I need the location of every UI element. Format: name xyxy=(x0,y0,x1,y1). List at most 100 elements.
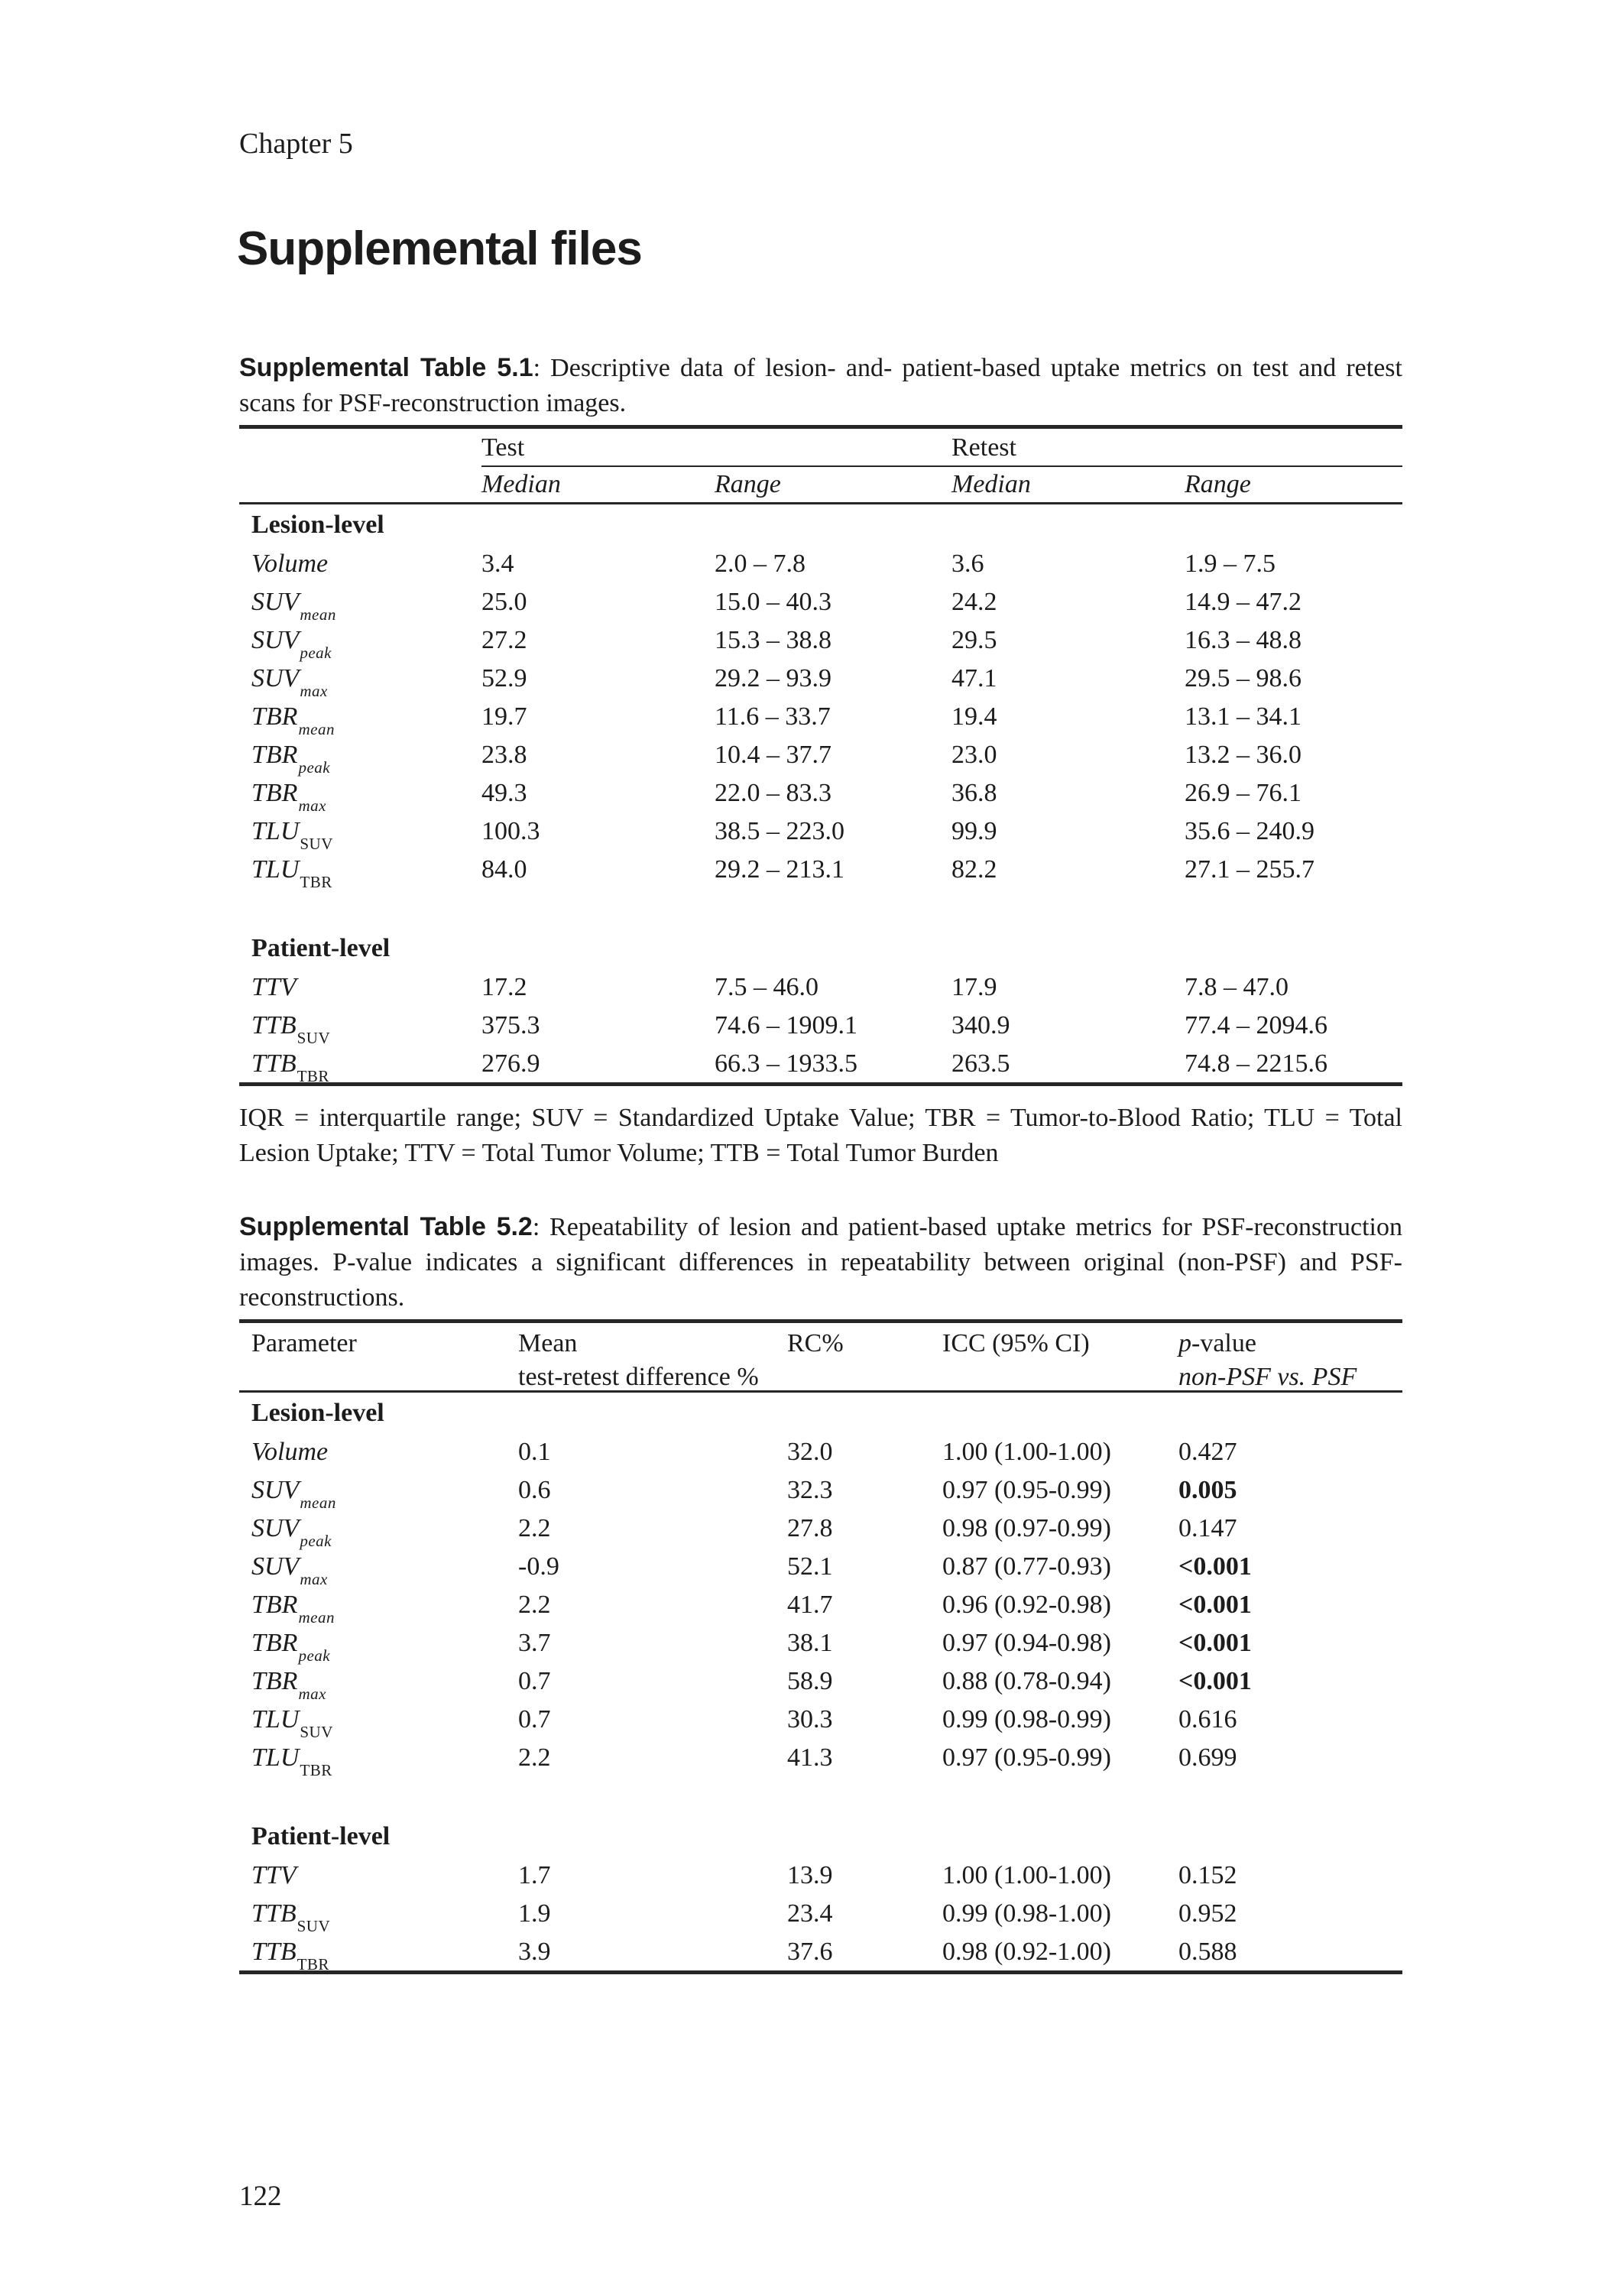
cell-value: 25.0 xyxy=(481,588,527,616)
rule-under-header xyxy=(239,502,1402,504)
row-label: TBRpeak xyxy=(251,1629,331,1665)
cell-value: 52.9 xyxy=(481,664,527,692)
cell-value: 0.97 (0.95-0.99) xyxy=(942,1476,1111,1504)
col-header: Median xyxy=(481,470,561,498)
row-label: SUVpeak xyxy=(251,626,332,662)
cell-value: 36.8 xyxy=(951,779,997,807)
rule-under-groups xyxy=(481,465,1402,467)
col-group-test: Test xyxy=(481,433,525,462)
cell-value: 49.3 xyxy=(481,779,527,807)
row-label: TLUTBR xyxy=(251,1743,332,1779)
rule-under-header xyxy=(239,1390,1402,1393)
cell-value: 2.2 xyxy=(518,1514,551,1542)
cell-value: 0.99 (0.98-1.00) xyxy=(942,1899,1111,1928)
cell-value: 13.1 – 34.1 xyxy=(1185,702,1301,731)
cell-value: 1.7 xyxy=(518,1861,551,1889)
cell-value: 32.3 xyxy=(787,1476,833,1504)
cell-value: 1.9 xyxy=(518,1899,551,1928)
cell-value: 29.2 – 93.9 xyxy=(715,664,831,692)
cell-value: 3.4 xyxy=(481,550,514,578)
blank-cell xyxy=(239,429,481,465)
cell-value: 15.0 – 40.3 xyxy=(715,588,831,616)
row-label: SUVmax xyxy=(251,1552,328,1588)
cell-value: 30.3 xyxy=(787,1705,833,1734)
row-label: Volume xyxy=(251,550,329,578)
table1-caption: Supplemental Table 5.1: Descriptive data… xyxy=(239,350,1402,421)
cell-value: 24.2 xyxy=(951,588,997,616)
cell-value: 0.1 xyxy=(518,1438,551,1466)
cell-value: 2.2 xyxy=(518,1743,551,1772)
rule-top xyxy=(239,1319,1402,1323)
row-label: TLUSUV xyxy=(251,817,333,853)
row-label: TBRmean xyxy=(251,1591,335,1627)
cell-value: 17.2 xyxy=(481,973,527,1001)
cell-value: 340.9 xyxy=(951,1011,1010,1039)
cell-value: 1.00 (1.00-1.00) xyxy=(942,1438,1111,1466)
cell-value: 1.00 (1.00-1.00) xyxy=(942,1861,1111,1889)
cell-value: 47.1 xyxy=(951,664,997,692)
cell-value: 99.9 xyxy=(951,817,997,845)
row-label: TTBTBR xyxy=(251,1938,329,1974)
cell-value: 375.3 xyxy=(481,1011,540,1039)
cell-value: 27.2 xyxy=(481,626,527,654)
cell-value: 41.3 xyxy=(787,1743,833,1772)
cell-value: 27.1 – 255.7 xyxy=(1185,855,1314,884)
cell-value: 1.9 – 7.5 xyxy=(1185,550,1276,578)
cell-value: 29.5 xyxy=(951,626,997,654)
cell-value: 35.6 – 240.9 xyxy=(1185,817,1314,845)
cell-value: 23.0 xyxy=(951,741,997,769)
row-label: TBRpeak xyxy=(251,741,331,777)
cell-value: 74.8 – 2215.6 xyxy=(1185,1049,1327,1078)
cell-value: 0.6 xyxy=(518,1476,551,1504)
col-header-mean: Mean test-retest difference % xyxy=(518,1329,759,1391)
chapter-header: Chapter 5 xyxy=(239,128,353,160)
col-header-parameter: Parameter xyxy=(251,1329,357,1357)
row-label: SUVmean xyxy=(251,588,336,624)
cell-value: 0.7 xyxy=(518,1705,551,1734)
row-label: Volume xyxy=(251,1438,329,1466)
cell-value: 27.8 xyxy=(787,1514,833,1542)
page-number: 122 xyxy=(239,2181,282,2212)
cell-value: 19.7 xyxy=(481,702,527,731)
cell-value: 52.1 xyxy=(787,1552,833,1581)
cell-value: 100.3 xyxy=(481,817,540,845)
cell-value: 84.0 xyxy=(481,855,527,884)
cell-value: 0.152 xyxy=(1178,1861,1237,1889)
cell-value: 0.588 xyxy=(1178,1938,1237,1966)
cell-value: 0.98 (0.92-1.00) xyxy=(942,1938,1111,1966)
cell-value: 0.99 (0.98-0.99) xyxy=(942,1705,1111,1734)
section-spacer xyxy=(239,888,1402,928)
row-label: SUVpeak xyxy=(251,1514,332,1550)
blank-cell xyxy=(239,467,481,502)
cell-value: 32.0 xyxy=(787,1438,833,1466)
cell-value: 2.2 xyxy=(518,1591,551,1619)
col-header: Median xyxy=(951,470,1031,498)
row-label: TTBSUV xyxy=(251,1011,331,1047)
cell-value: 0.147 xyxy=(1178,1514,1237,1542)
cell-value: <0.001 xyxy=(1178,1667,1252,1695)
row-label: TBRmax xyxy=(251,779,326,815)
cell-value: 17.9 xyxy=(951,973,997,1001)
cell-value: 3.9 xyxy=(518,1938,551,1966)
cell-value: 82.2 xyxy=(951,855,997,884)
table1-footnote: IQR = interquartile range; SUV = Standar… xyxy=(239,1104,1402,1167)
cell-value: 37.6 xyxy=(787,1938,833,1966)
col-header-pvalue: p-value non-PSF vs. PSF xyxy=(1178,1329,1357,1391)
section-header: Patient-level xyxy=(251,934,391,962)
rule-bottom xyxy=(239,1970,1402,1974)
cell-value: 263.5 xyxy=(951,1049,1010,1078)
cell-value: 11.6 – 33.7 xyxy=(715,702,831,731)
cell-value: 41.7 xyxy=(787,1591,833,1619)
row-label: TLUSUV xyxy=(251,1705,333,1741)
row-label: TTBSUV xyxy=(251,1899,331,1935)
cell-value: 10.4 – 37.7 xyxy=(715,741,831,769)
section-header: Lesion-level xyxy=(251,511,384,539)
row-label: TTV xyxy=(251,1861,297,1889)
cell-value: 23.8 xyxy=(481,741,527,769)
table2-caption: Supplemental Table 5.2: Repeatability of… xyxy=(239,1209,1402,1315)
cell-value: 26.9 – 76.1 xyxy=(1185,779,1301,807)
cell-value: 2.0 – 7.8 xyxy=(715,550,806,578)
cell-value: 0.7 xyxy=(518,1667,551,1695)
table2-caption-label: Supplemental Table 5.2 xyxy=(239,1212,533,1241)
